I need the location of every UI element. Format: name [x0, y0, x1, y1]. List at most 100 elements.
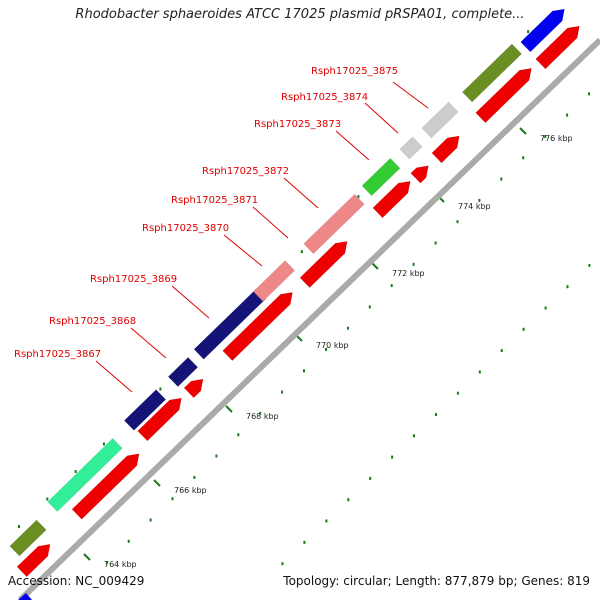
- minor-tick: [105, 561, 108, 565]
- map-title: Rhodobacter sphaeroides ATCC 17025 plasm…: [75, 7, 525, 22]
- minor-tick: [149, 518, 152, 522]
- minor-tick: [544, 306, 547, 310]
- minor-tick: [357, 195, 360, 199]
- minor-tick: [391, 455, 394, 459]
- gene-navy-3868[interactable]: [167, 357, 199, 387]
- minor-tick: [300, 250, 303, 254]
- gene-label: Rsph17025_3875: [311, 66, 398, 77]
- minor-tick: [412, 262, 415, 266]
- gene-label-leader: [392, 81, 429, 109]
- scale-tick-mark: [83, 553, 91, 561]
- minor-tick: [478, 370, 481, 374]
- cds-gene-7[interactable]: [372, 180, 411, 219]
- minor-tick: [566, 285, 569, 289]
- gene-label: Rsph17025_3872: [202, 166, 289, 177]
- minor-tick: [390, 284, 393, 288]
- scale-tick-label: 764 kbp: [104, 560, 137, 569]
- gene-grey-3874[interactable]: [421, 101, 459, 139]
- gene-label: Rsph17025_3869: [90, 274, 177, 285]
- minor-tick: [369, 476, 372, 480]
- cds-gene-4[interactable]: [183, 378, 204, 399]
- gene-label: Rsph17025_3873: [254, 119, 341, 130]
- cds-gene-2[interactable]: [71, 453, 140, 520]
- gene-label-leader: [283, 177, 319, 209]
- minor-tick: [522, 156, 525, 160]
- backbone-line: [17, 37, 600, 600]
- minor-tick: [456, 391, 459, 395]
- gene-label-leader: [364, 102, 399, 134]
- minor-tick: [215, 454, 218, 458]
- minor-tick: [281, 390, 284, 394]
- minor-tick: [346, 326, 349, 330]
- cds-gene-3[interactable]: [137, 397, 182, 442]
- accession-text: Accession: NC_009429: [8, 574, 145, 588]
- minor-tick: [237, 433, 240, 437]
- scale-tick-mark: [153, 479, 161, 487]
- gene-grey-3873[interactable]: [399, 136, 423, 160]
- gene-label-leader: [130, 327, 167, 359]
- scale-tick-label: 766 kbp: [174, 486, 207, 495]
- minor-tick: [478, 198, 481, 202]
- gene-olive-right[interactable]: [462, 43, 522, 103]
- gene-label-leader: [95, 360, 133, 393]
- minor-tick: [588, 92, 590, 96]
- minor-tick: [527, 30, 530, 34]
- scale-tick-label: 776 kbp: [540, 134, 573, 143]
- scale-tick-mark: [519, 127, 527, 135]
- cds-gene-8[interactable]: [410, 165, 429, 184]
- minor-tick: [303, 369, 305, 373]
- gene-navy-3867[interactable]: [123, 389, 167, 431]
- gene-navy-3869[interactable]: [193, 288, 267, 360]
- gene-olive-left[interactable]: [9, 519, 47, 557]
- minor-tick: [588, 263, 591, 267]
- gene-label: Rsph17025_3874: [281, 92, 368, 103]
- gene-green-3872[interactable]: [361, 157, 401, 197]
- minor-tick: [325, 348, 327, 351]
- minor-tick: [193, 475, 196, 479]
- gene-salmon-3871[interactable]: [303, 193, 365, 255]
- minor-tick: [500, 349, 503, 353]
- gene-label-leader: [171, 285, 210, 319]
- gene-salmon-3870[interactable]: [252, 260, 296, 302]
- cds-gene-9[interactable]: [431, 135, 460, 164]
- minor-tick: [303, 540, 306, 544]
- gene-label-leader: [335, 130, 370, 161]
- minor-tick: [544, 135, 547, 138]
- cds-gene-6[interactable]: [299, 241, 348, 288]
- minor-tick: [347, 498, 350, 502]
- minor-tick: [325, 519, 328, 523]
- gene-aqua-green[interactable]: [47, 438, 123, 512]
- scale-tick-label: 772 kbp: [392, 269, 425, 278]
- minor-tick: [281, 562, 284, 566]
- scale-tick-label: 774 kbp: [458, 202, 491, 211]
- minor-tick: [74, 470, 77, 473]
- cds-gene-11[interactable]: [535, 25, 580, 70]
- cds-gene-5[interactable]: [222, 292, 293, 361]
- cds-gene-1[interactable]: [16, 543, 51, 578]
- minor-tick: [259, 411, 262, 415]
- minor-tick: [368, 305, 371, 309]
- gene-label-leader: [223, 234, 263, 267]
- minor-tick: [159, 387, 162, 391]
- minor-tick: [500, 177, 503, 181]
- minor-tick: [127, 539, 130, 543]
- minor-tick: [522, 327, 525, 331]
- gene-label: Rsph17025_3868: [49, 316, 136, 327]
- gene-blue-top[interactable]: [520, 8, 565, 53]
- minor-tick: [434, 241, 437, 245]
- minor-tick: [46, 497, 49, 501]
- minor-tick: [102, 442, 105, 446]
- minor-tick: [18, 525, 20, 528]
- minor-tick: [171, 497, 174, 501]
- summary-text: Topology: circular; Length: 877,879 bp; …: [283, 574, 590, 588]
- gene-label: Rsph17025_3870: [142, 223, 229, 234]
- gene-label-leader: [252, 206, 289, 239]
- minor-tick: [566, 113, 569, 117]
- scale-tick-mark: [225, 405, 233, 413]
- scale-tick-label: 770 kbp: [316, 341, 349, 350]
- cds-gene-10[interactable]: [475, 67, 532, 124]
- minor-tick: [413, 434, 415, 438]
- minor-tick: [456, 220, 459, 224]
